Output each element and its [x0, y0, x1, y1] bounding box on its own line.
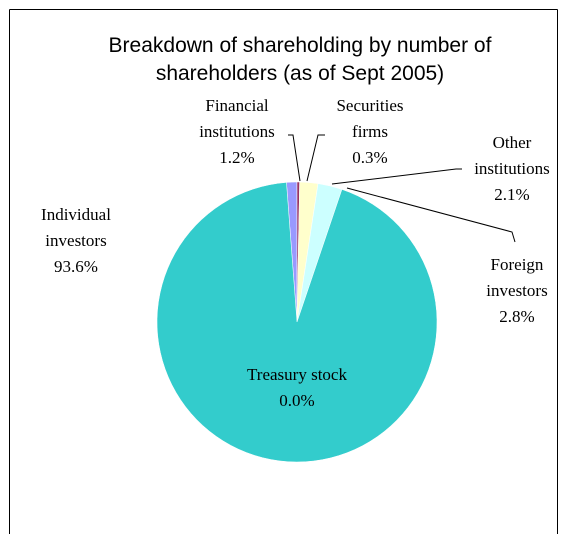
- chart-title: Breakdown of shareholding by number of s…: [108, 34, 492, 85]
- slice-label: Financial institutions 1.2%: [182, 93, 292, 171]
- category-label: Other institutions: [474, 133, 550, 178]
- frame: [9, 9, 558, 534]
- leader-lines: [288, 134, 516, 243]
- category-label: Securities firms: [336, 96, 404, 141]
- category-label: Individual investors: [41, 205, 111, 250]
- value-label: 0.0%: [279, 391, 315, 410]
- value-label: 0.3%: [352, 148, 388, 167]
- slice-label: Other institutions 2.1%: [457, 130, 567, 208]
- slice-label: Securities firms 0.3%: [325, 93, 415, 171]
- slice-label: Individual investors 93.6%: [31, 202, 121, 280]
- slice-label: Treasury stock 0.0%: [237, 362, 357, 414]
- category-label: Foreign investors: [486, 255, 548, 300]
- category-label: Treasury stock: [247, 365, 347, 384]
- value-label: 93.6%: [54, 257, 98, 276]
- value-label: 2.1%: [494, 185, 530, 204]
- category-label: Financial institutions: [199, 96, 275, 141]
- value-label: 1.2%: [219, 148, 255, 167]
- pie-slice: [156, 182, 438, 463]
- value-label: 2.8%: [499, 307, 535, 326]
- slice-label: Foreign investors 2.8%: [472, 252, 562, 330]
